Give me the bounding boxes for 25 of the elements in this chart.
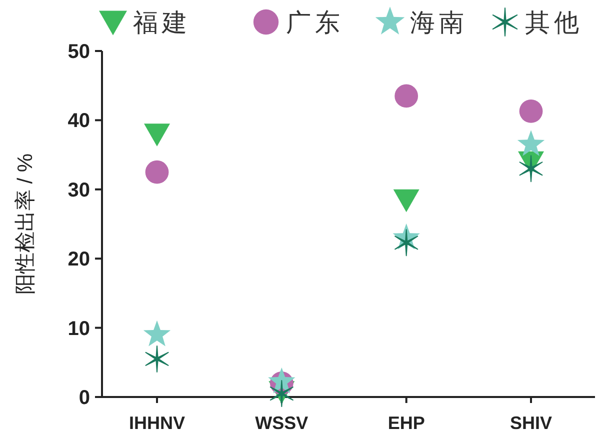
- y-tick-label: 50: [68, 41, 90, 63]
- y-tick-label: 30: [68, 179, 90, 202]
- point: [144, 124, 170, 146]
- point: [393, 189, 420, 212]
- point: [394, 229, 418, 256]
- point: [145, 345, 169, 372]
- point: [519, 155, 543, 182]
- y-tick-label: 0: [78, 387, 90, 409]
- x-tick-label: IHHNV: [128, 413, 186, 433]
- legend-label: 海南: [410, 9, 468, 37]
- y-tick-label: 40: [68, 110, 90, 132]
- point: [143, 320, 171, 346]
- x-tick-label: WSSV: [255, 413, 308, 433]
- legend-label: 福建: [133, 9, 191, 37]
- y-axis-title: 阳性检出率 / %: [14, 153, 37, 295]
- x-tick-label: SHIV: [510, 413, 552, 433]
- point: [394, 84, 418, 108]
- y-tick-label: 20: [68, 248, 90, 271]
- point: [519, 100, 543, 123]
- legend-label: 广东: [286, 9, 344, 37]
- point: [145, 160, 169, 184]
- point: [517, 130, 545, 156]
- y-tick-label: 10: [68, 318, 90, 340]
- legend-label: 其他: [525, 9, 583, 37]
- x-tick-label: EHP: [388, 413, 425, 433]
